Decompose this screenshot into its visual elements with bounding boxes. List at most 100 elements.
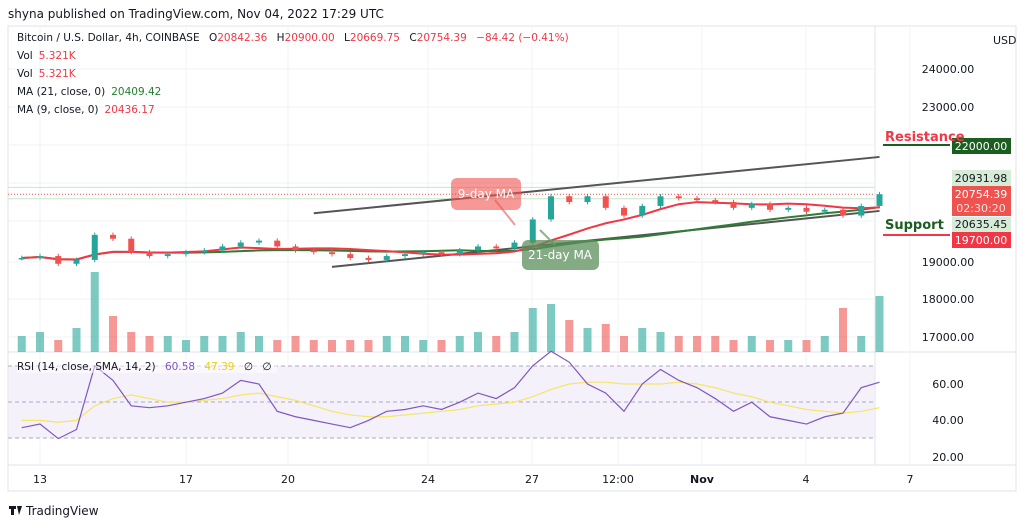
candle-body: [37, 256, 43, 258]
candle-body: [767, 203, 773, 210]
volume-bar: [784, 340, 793, 352]
candle-body: [566, 196, 573, 203]
high-value: 20900.00: [284, 32, 335, 44]
support-label: Support: [885, 218, 944, 233]
volume-bar: [401, 336, 409, 352]
volume-bar: [328, 340, 336, 352]
rsi-line: [21, 350, 880, 440]
open-value: 20842.36: [217, 32, 268, 44]
empty-value: ∅: [243, 361, 253, 373]
candle-body: [347, 254, 354, 258]
ma9-legend[interactable]: MA (9, close, 0) 20436.17: [17, 104, 161, 116]
ma21-label: MA (21, close, 0): [17, 86, 106, 98]
volume-bar: [528, 308, 537, 352]
resistance-label: Resistance: [885, 130, 965, 145]
volume-legend[interactable]: Vol 5.321K: [17, 50, 82, 62]
ma21-legend[interactable]: MA (21, close, 0) 20409.42: [17, 86, 167, 98]
open-label: O: [208, 32, 218, 44]
candle-body: [803, 207, 810, 212]
price-tick: 17000.00: [922, 331, 975, 344]
empty-value: ∅: [262, 361, 272, 373]
symbol-title[interactable]: Bitcoin / U.S. Dollar, 4h, COINBASE: [17, 32, 200, 44]
volume-bar: [492, 336, 501, 352]
volume-bar: [163, 336, 172, 352]
volume-bar: [419, 340, 428, 352]
volume-bar: [674, 336, 683, 352]
candle-body: [237, 242, 244, 247]
price-tick: 18000.00: [922, 293, 975, 306]
low-marker-tag: [952, 217, 1011, 232]
volume-bar: [54, 340, 63, 352]
candle-body: [675, 196, 682, 199]
candle-body: [584, 196, 591, 203]
volume-bar: [182, 340, 190, 352]
candle-body: [621, 207, 627, 216]
time-tick: 17: [179, 473, 193, 486]
candle-body: [164, 254, 171, 257]
candle-body: [785, 207, 792, 210]
rsi-tick: 20.00: [932, 451, 964, 464]
candle-body: [712, 200, 719, 203]
volume-bar: [547, 304, 555, 352]
candle-body: [511, 242, 518, 249]
volume-bar: [583, 328, 592, 352]
ma21-callout[interactable]: [522, 240, 599, 270]
high-label: H: [276, 32, 285, 44]
vol-value: 5.321K: [38, 50, 76, 62]
volume-bar: [255, 336, 263, 352]
ma21-value: 20409.42: [111, 86, 162, 98]
candle-body: [438, 252, 445, 255]
time-tick: 20: [281, 473, 295, 486]
candle-body: [548, 196, 554, 220]
currency-label: USD: [993, 34, 1017, 47]
volume-bar: [820, 336, 829, 352]
volume-bar: [382, 336, 391, 352]
volume-bar: [711, 336, 720, 352]
volume-legend-2[interactable]: Vol 5.321K: [17, 68, 82, 80]
volume-bar: [656, 332, 665, 352]
candle-body: [730, 202, 737, 208]
ma9-line: [21, 201, 880, 261]
last-price-tag: [952, 186, 1011, 216]
vol-label: Vol: [17, 50, 33, 62]
ma9-value: 20436.17: [104, 104, 155, 116]
bar-countdown: 02:30:20: [956, 202, 1005, 215]
price-tick: 19000.00: [922, 256, 975, 269]
candle-body: [821, 209, 828, 212]
time-tick: 4: [803, 473, 810, 486]
vol-value: 5.321K: [38, 68, 76, 80]
close-value: 20754.39: [416, 32, 467, 44]
symbol-legend: Bitcoin / U.S. Dollar, 4h, COINBASE O208…: [17, 32, 575, 44]
time-tick: 12:00: [602, 473, 634, 486]
price-tick: 24000.00: [922, 63, 975, 76]
volume-bar: [474, 332, 482, 352]
candle-body: [493, 246, 500, 249]
rsi-legend[interactable]: RSI (14, close, SMA, 14, 2) 60.58 47.39 …: [17, 361, 278, 373]
candle-body: [456, 250, 463, 255]
volume-bar: [693, 336, 701, 352]
rsi-tick: 60.00: [932, 378, 964, 391]
volume-bar: [127, 332, 136, 352]
rsi-value: 60.58: [165, 361, 196, 373]
ma9-callout[interactable]: [451, 178, 521, 210]
ma9-callout-text: 9-day MA: [458, 187, 515, 201]
candle-body: [329, 252, 335, 255]
volume-bar: [802, 340, 811, 352]
volume-bar: [638, 328, 647, 352]
candle-body: [365, 257, 372, 260]
candle-body: [748, 203, 755, 208]
support-tag: [952, 232, 1011, 248]
volume-bar: [857, 336, 866, 352]
close-label: C: [409, 32, 417, 44]
support-tag-text: 19700.00: [955, 234, 1008, 247]
volume-bar: [601, 324, 610, 352]
volume-bar: [437, 340, 446, 352]
candle-body: [91, 234, 98, 260]
time-tick: 13: [33, 473, 47, 486]
high-marker-tag: [952, 170, 1011, 186]
volume-bar: [36, 332, 44, 352]
candle-body: [292, 246, 299, 251]
candle-body: [183, 252, 189, 255]
candle-body: [420, 252, 427, 255]
